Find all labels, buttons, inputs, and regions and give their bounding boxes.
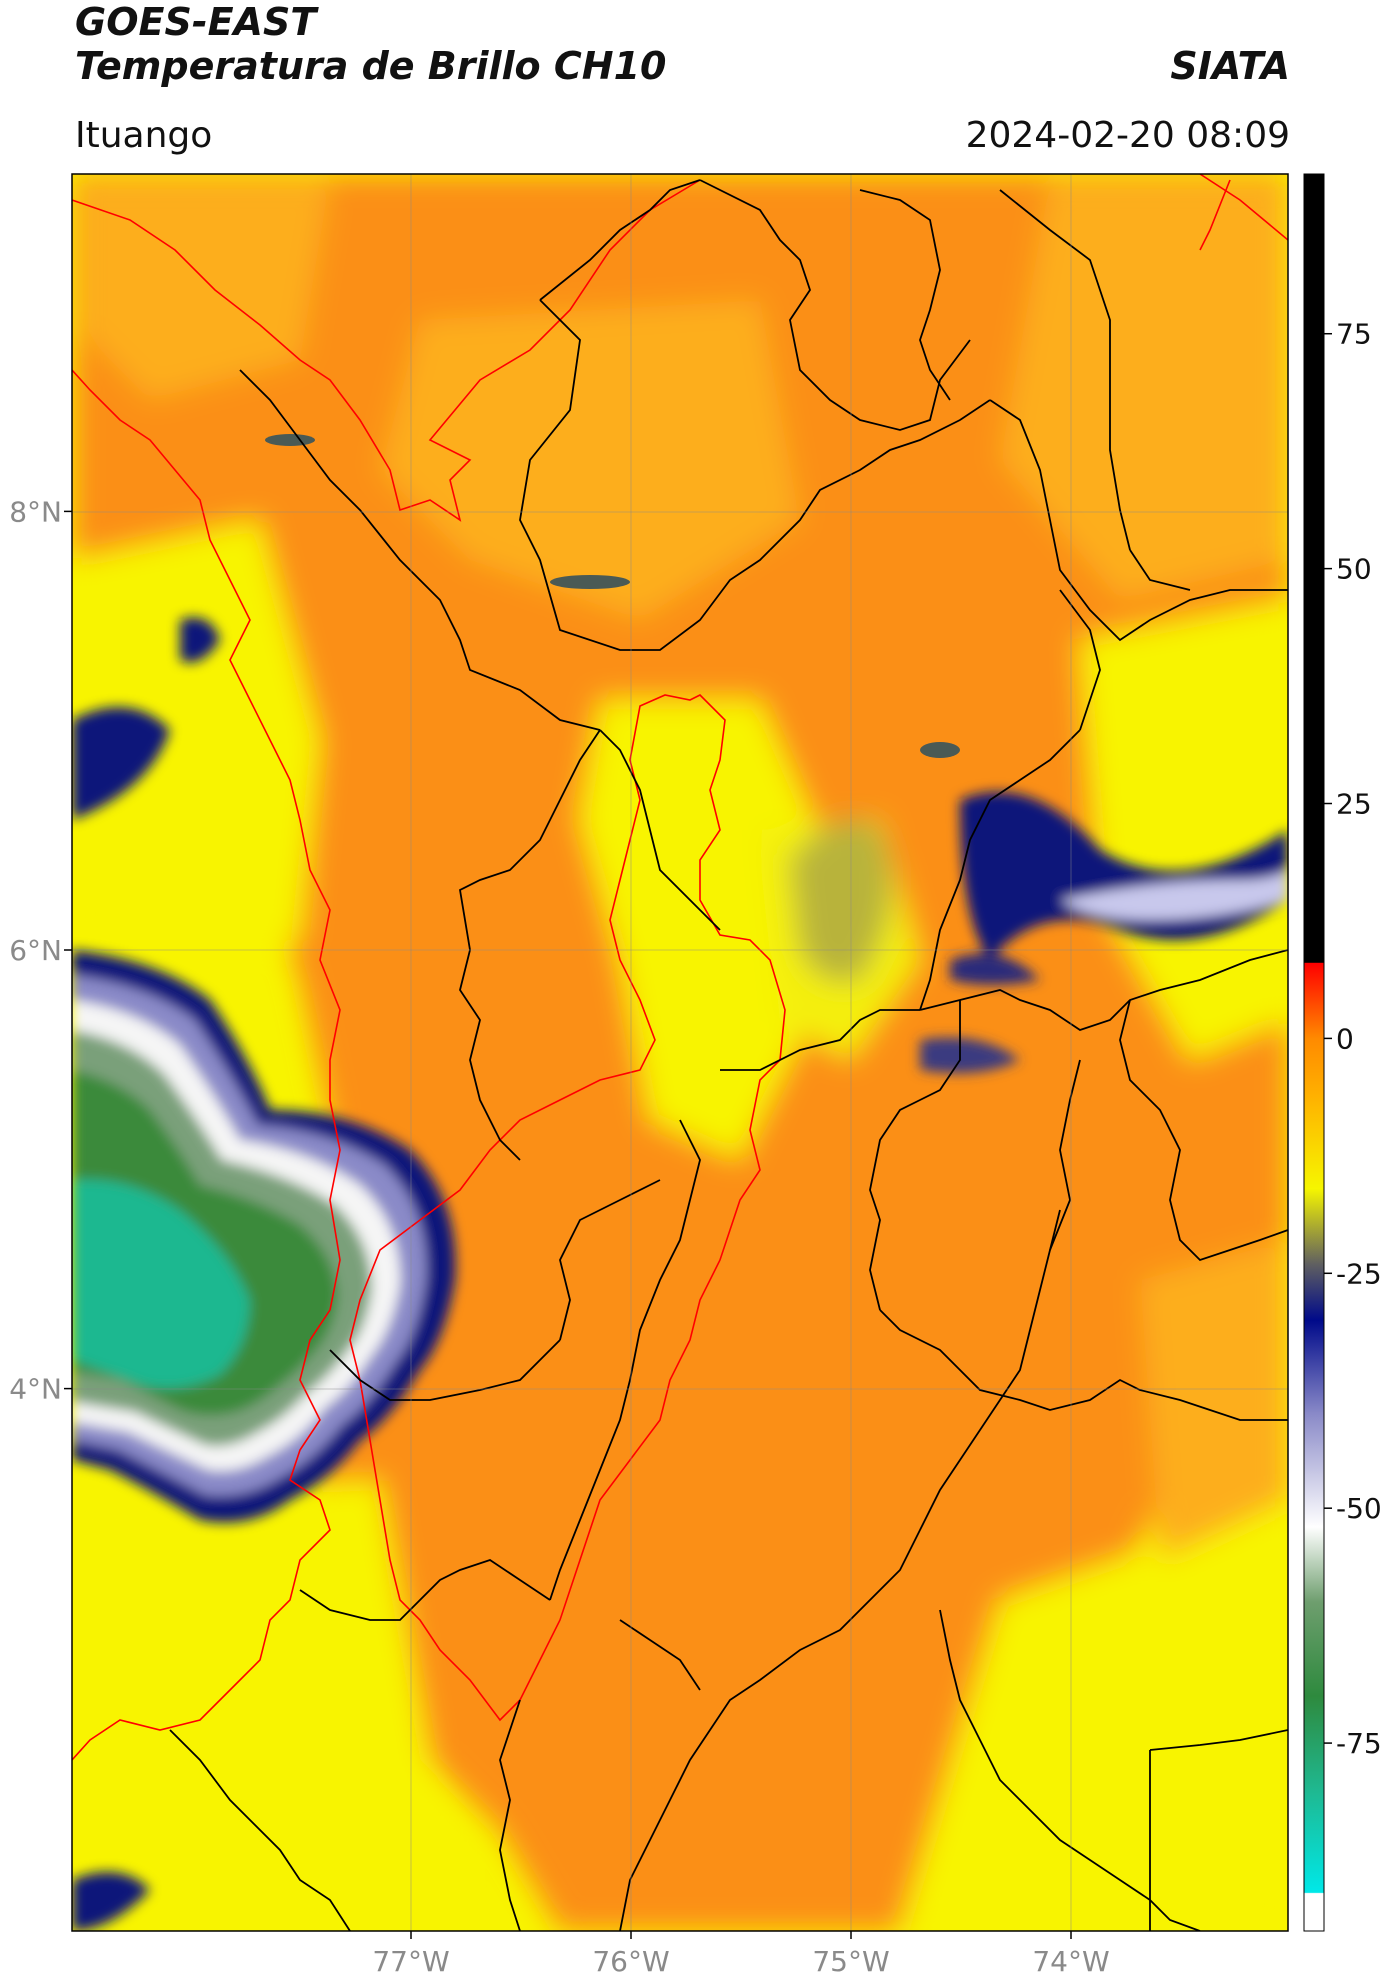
colorbar	[1304, 174, 1324, 1931]
region-label: Ituango	[75, 115, 213, 156]
colorbar-frame	[1303, 173, 1325, 1932]
colorbar-tick-label: 50	[1336, 553, 1372, 586]
admin-boundaries	[169, 179, 1288, 1931]
colorbar-ticks: 75 50 25 0 -25 -50 -75	[1324, 318, 1382, 1760]
map-frame	[71, 173, 1289, 1932]
colorbar-tick-label: 25	[1336, 788, 1372, 821]
colorbar-tick-label: -50	[1336, 1492, 1382, 1525]
longitude-ticks: 77°W 76°W 75°W 74°W	[372, 1931, 1110, 1978]
brightness-field	[72, 174, 1288, 1931]
product-title: Temperatura de Brillo CH10	[75, 44, 667, 88]
colorbar-tick-label: -25	[1336, 1257, 1382, 1290]
colorbar-tick-label: 75	[1336, 318, 1372, 351]
latitude-ticks: 8°N 6°N 4°N	[9, 495, 72, 1406]
lon-tick-label: 75°W	[812, 1945, 889, 1978]
region-outline	[349, 694, 786, 1722]
organization-label: SIATA	[1170, 44, 1290, 88]
lon-tick-label: 74°W	[1032, 1945, 1109, 1978]
timestamp-label: 2024-02-20 08:09	[965, 115, 1290, 156]
colorbar-tick-label: 0	[1336, 1022, 1354, 1055]
lon-tick-label: 77°W	[372, 1945, 449, 1978]
lat-tick-label: 6°N	[9, 934, 62, 967]
western-cloud-system	[72, 950, 456, 1523]
lon-tick-label: 76°W	[592, 1945, 669, 1978]
lat-tick-label: 8°N	[9, 495, 62, 528]
coastline	[72, 174, 1288, 1761]
satellite-title: GOES-EAST	[75, 0, 317, 44]
colorbar-tick-label: -75	[1336, 1727, 1382, 1760]
lat-tick-label: 4°N	[9, 1373, 62, 1406]
graticule	[72, 174, 1288, 1931]
